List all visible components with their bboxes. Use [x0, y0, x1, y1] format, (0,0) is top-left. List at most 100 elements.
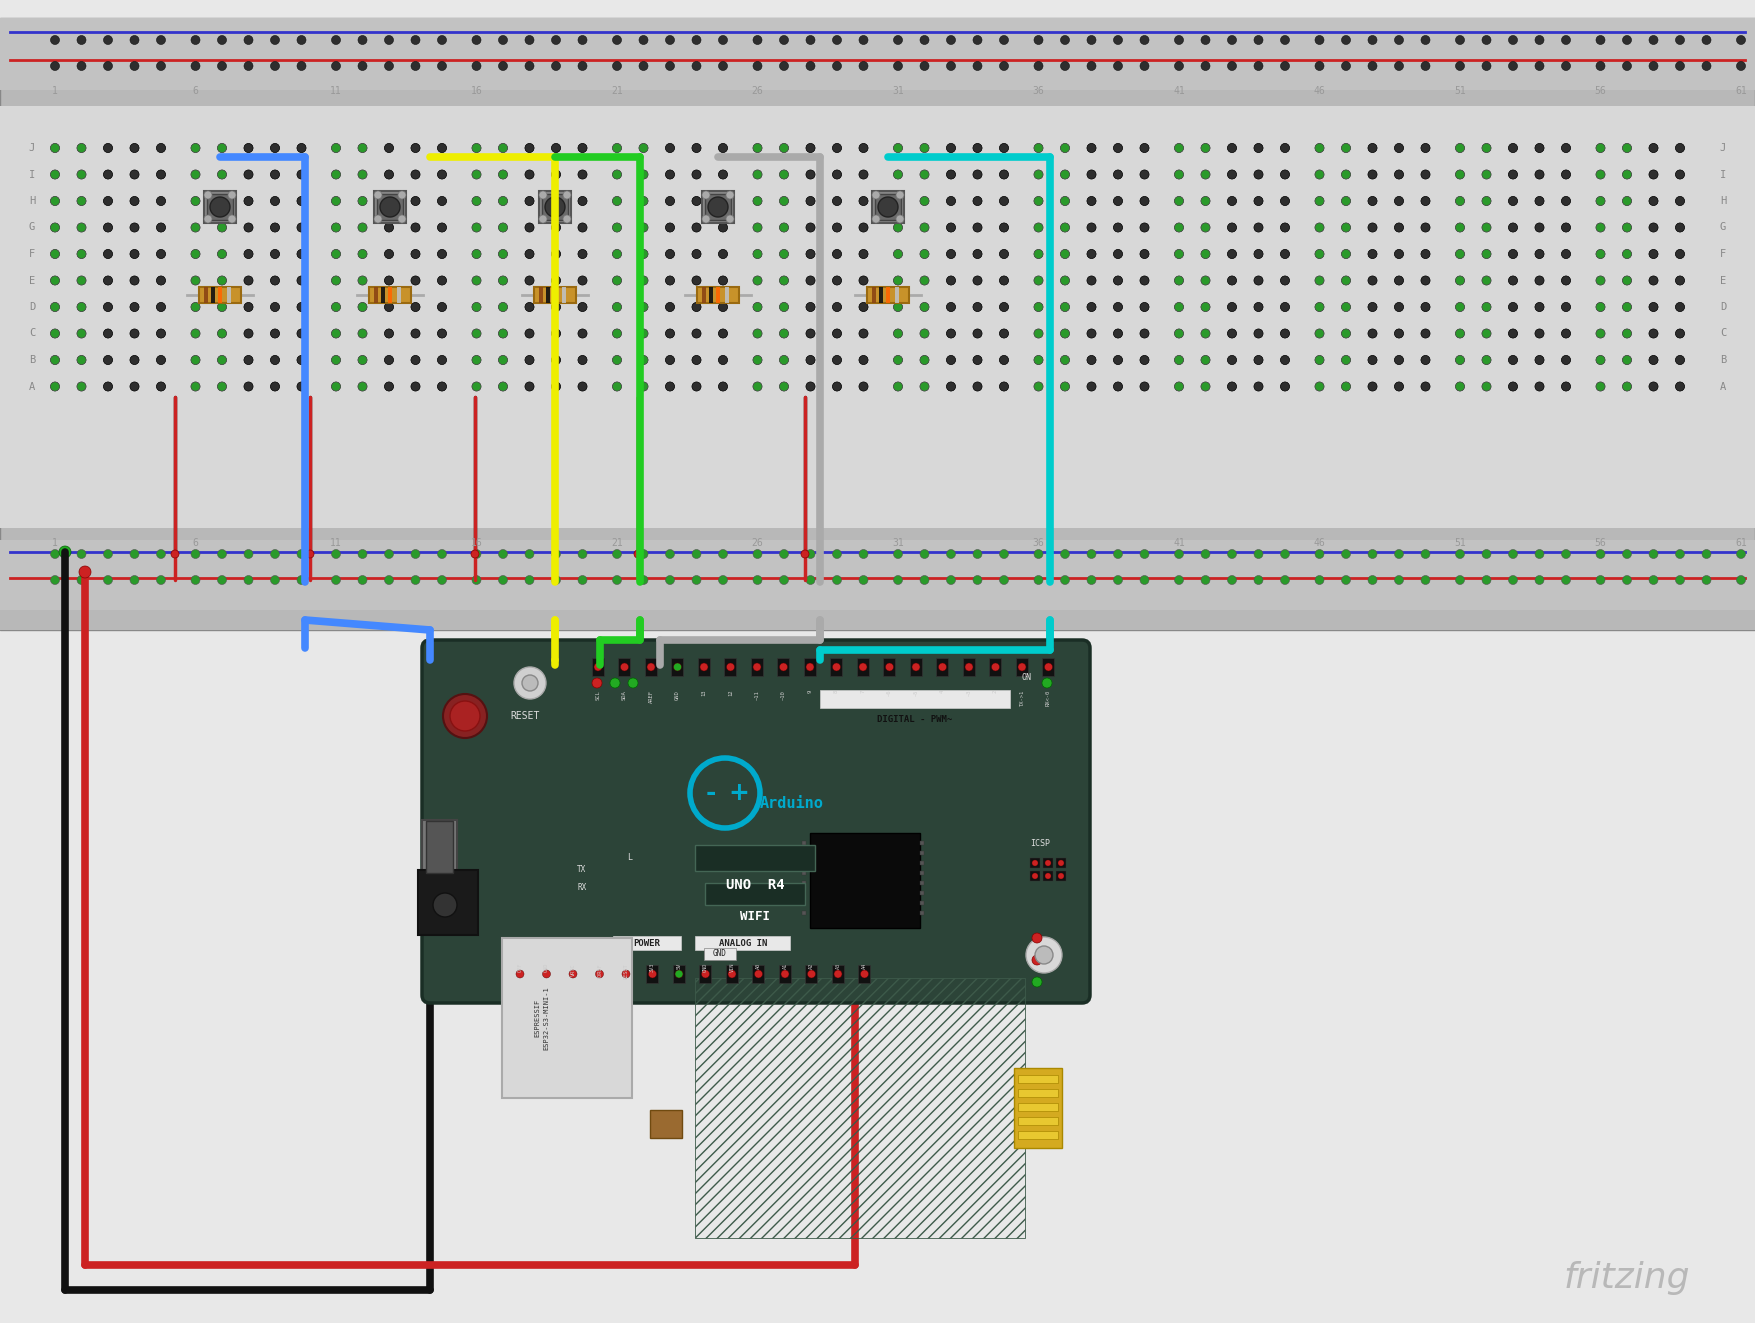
Circle shape	[1060, 356, 1069, 365]
Circle shape	[1595, 61, 1606, 70]
Circle shape	[691, 143, 700, 152]
Bar	[593, 964, 605, 983]
Circle shape	[691, 303, 700, 311]
Circle shape	[191, 250, 200, 258]
Circle shape	[1113, 143, 1123, 152]
Text: RESET: RESET	[623, 963, 628, 979]
Circle shape	[525, 61, 534, 70]
Circle shape	[1367, 549, 1378, 558]
Circle shape	[1174, 224, 1183, 232]
Circle shape	[1113, 549, 1123, 558]
Circle shape	[779, 143, 788, 152]
Circle shape	[691, 61, 700, 70]
Circle shape	[893, 549, 902, 558]
Circle shape	[498, 277, 507, 284]
Text: ON: ON	[1021, 673, 1032, 683]
Circle shape	[1113, 250, 1123, 258]
Circle shape	[972, 303, 983, 311]
Circle shape	[718, 356, 728, 365]
Circle shape	[779, 303, 788, 311]
Circle shape	[130, 197, 139, 205]
Circle shape	[972, 356, 983, 365]
Bar	[562, 287, 567, 303]
Circle shape	[753, 356, 762, 365]
Circle shape	[1141, 143, 1150, 152]
Circle shape	[806, 303, 814, 311]
Circle shape	[411, 143, 419, 152]
Circle shape	[297, 169, 305, 179]
Circle shape	[191, 382, 200, 392]
Circle shape	[691, 356, 700, 365]
Circle shape	[218, 224, 226, 232]
Circle shape	[691, 576, 700, 585]
Circle shape	[1227, 224, 1237, 232]
Text: fritzing: fritzing	[1564, 1261, 1690, 1295]
Circle shape	[893, 61, 902, 70]
Circle shape	[1595, 303, 1606, 311]
Circle shape	[1060, 356, 1069, 365]
Circle shape	[639, 61, 648, 70]
Bar	[716, 287, 720, 303]
Circle shape	[1174, 356, 1183, 365]
Circle shape	[893, 303, 902, 311]
Circle shape	[1255, 197, 1264, 205]
Circle shape	[779, 250, 788, 258]
Circle shape	[1422, 143, 1430, 152]
Circle shape	[674, 663, 681, 671]
Circle shape	[1650, 197, 1658, 205]
Circle shape	[858, 36, 869, 45]
Circle shape	[920, 197, 928, 205]
Circle shape	[297, 224, 305, 232]
Circle shape	[612, 61, 621, 70]
Text: 2: 2	[993, 691, 999, 693]
Circle shape	[1000, 36, 1009, 45]
Circle shape	[897, 216, 904, 224]
Circle shape	[920, 143, 928, 152]
Circle shape	[1395, 549, 1404, 558]
Circle shape	[832, 356, 841, 365]
Circle shape	[893, 356, 902, 365]
Circle shape	[1562, 61, 1571, 70]
Circle shape	[1200, 36, 1209, 45]
Circle shape	[1000, 169, 1009, 179]
Circle shape	[946, 169, 955, 179]
Circle shape	[1113, 224, 1123, 232]
Text: D: D	[28, 302, 35, 312]
Circle shape	[1281, 329, 1290, 337]
Circle shape	[612, 277, 621, 284]
Circle shape	[270, 382, 279, 392]
Circle shape	[1281, 277, 1290, 284]
Circle shape	[218, 169, 226, 179]
Circle shape	[297, 143, 305, 152]
Circle shape	[1736, 576, 1746, 585]
Circle shape	[358, 250, 367, 258]
Circle shape	[498, 250, 507, 258]
Circle shape	[965, 663, 972, 671]
Circle shape	[1623, 303, 1632, 311]
Circle shape	[1255, 169, 1264, 179]
Circle shape	[1314, 250, 1323, 258]
Circle shape	[612, 143, 621, 152]
Circle shape	[577, 169, 586, 179]
Circle shape	[665, 382, 674, 392]
Circle shape	[1650, 250, 1658, 258]
Circle shape	[753, 382, 762, 392]
Circle shape	[1314, 36, 1323, 45]
Circle shape	[806, 250, 814, 258]
Circle shape	[577, 36, 586, 45]
Circle shape	[270, 36, 279, 45]
Circle shape	[1455, 356, 1464, 365]
Circle shape	[244, 356, 253, 365]
Text: 36: 36	[1032, 86, 1044, 97]
Circle shape	[1060, 250, 1069, 258]
Text: E: E	[1720, 275, 1727, 286]
Circle shape	[384, 197, 393, 205]
Circle shape	[1455, 382, 1464, 392]
Circle shape	[893, 224, 902, 232]
Circle shape	[77, 549, 86, 558]
Bar	[695, 978, 1025, 1238]
Circle shape	[525, 329, 534, 337]
Bar	[534, 287, 576, 303]
Bar	[706, 194, 732, 220]
Circle shape	[1034, 61, 1042, 70]
